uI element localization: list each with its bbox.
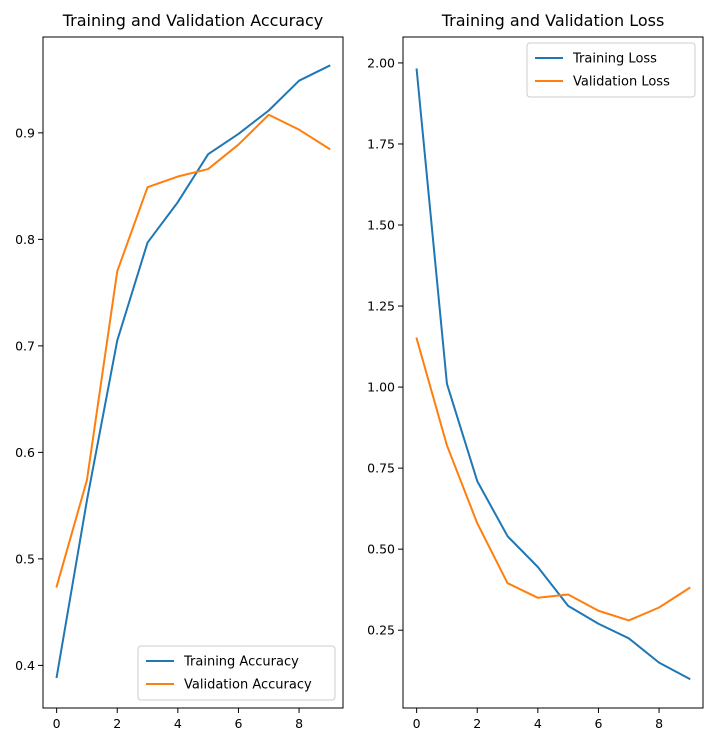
loss-legend-box [526, 42, 696, 98]
loss-chart-title: Training and Validation Loss [441, 11, 665, 30]
loss-x-tick-label: 2 [473, 716, 481, 731]
accuracy-chart: Training and Validation Accuracy 0 2 4 6 8 0.4… [15, 11, 344, 731]
loss-legend-label: Validation Loss [573, 75, 670, 90]
accuracy-y-tick-label: 0.6 [15, 445, 35, 460]
accuracy-legend: Training Accuracy Validation Accuracy [137, 645, 336, 701]
accuracy-y-tick-label: 0.5 [15, 551, 35, 566]
accuracy-series-1-line [55, 113, 331, 588]
loss-legend-label: Training Loss [572, 52, 657, 67]
loss-y-tick-label: 0.50 [367, 542, 395, 557]
accuracy-x-tick-label: 0 [53, 716, 61, 731]
accuracy-y-tick-label: 0.8 [15, 232, 35, 247]
accuracy-y-tick-label: 0.7 [15, 338, 35, 353]
loss-y-tick-label: 1.75 [367, 136, 395, 151]
loss-series-1-line [415, 337, 691, 622]
accuracy-y-tick-label: 0.9 [15, 125, 35, 140]
loss-x-tick-label: 0 [413, 716, 421, 731]
loss-axes-frame [402, 36, 704, 709]
accuracy-y-tick-label: 0.4 [15, 658, 35, 673]
accuracy-legend-label: Training Accuracy [183, 655, 299, 670]
accuracy-x-tick-label: 4 [174, 716, 182, 731]
loss-x-tick-label: 4 [534, 716, 542, 731]
loss-y-tick-label: 2.00 [367, 55, 395, 70]
loss-legend: Training Loss Validation Loss [526, 42, 696, 98]
accuracy-chart-title: Training and Validation Accuracy [62, 11, 324, 30]
accuracy-x-tick-label: 2 [113, 716, 121, 731]
loss-x-tick-label: 8 [655, 716, 663, 731]
loss-chart: Training and Validation Loss 0 2 4 6 8 0.25 0.5… [367, 11, 704, 731]
loss-y-tick-label: 0.75 [367, 461, 395, 476]
loss-series-0-line [415, 68, 691, 681]
accuracy-series-0-line [55, 64, 331, 679]
accuracy-legend-label: Validation Accuracy [184, 678, 312, 693]
accuracy-x-tick-label: 6 [234, 716, 242, 731]
loss-x-tick-label: 6 [594, 716, 602, 731]
accuracy-legend-box [137, 645, 336, 701]
accuracy-x-tick-label: 8 [295, 716, 303, 731]
loss-y-tick-label: 1.50 [367, 218, 395, 233]
loss-y-tick-label: 1.00 [367, 380, 395, 395]
loss-y-tick-label: 1.25 [367, 299, 395, 314]
accuracy-axes-frame [42, 36, 344, 709]
loss-y-tick-label: 0.25 [367, 623, 395, 638]
